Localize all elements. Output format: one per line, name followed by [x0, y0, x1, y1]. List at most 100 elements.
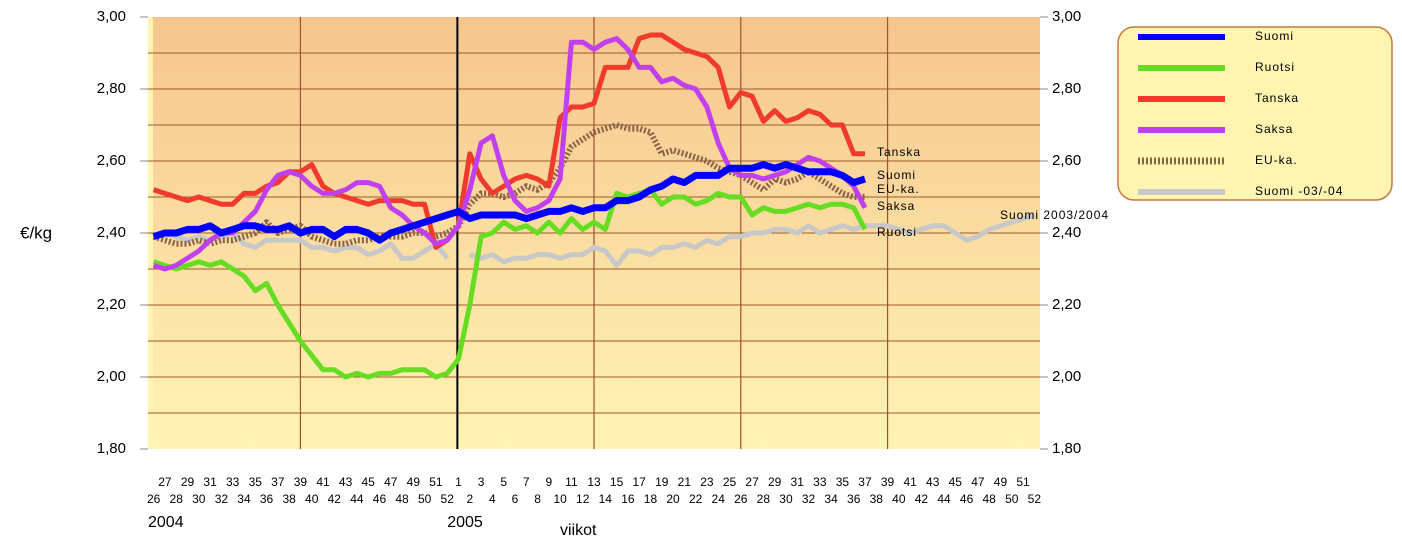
- y2-tick-label: 2,40: [1052, 224, 1081, 241]
- y2-tick-label: 3,00: [1052, 8, 1081, 25]
- x-tick-label: 46: [373, 492, 387, 506]
- x-tick-label: 36: [847, 492, 861, 506]
- year-label: 2004: [148, 514, 184, 531]
- x-tick-label: 48: [395, 492, 409, 506]
- x-tick-label: 25: [723, 475, 737, 489]
- x-tick-label: 17: [632, 475, 646, 489]
- x-tick-label: 50: [418, 492, 432, 506]
- x-tick-label: 28: [170, 492, 184, 506]
- x-tick-label: 37: [271, 475, 285, 489]
- x-tick-label: 2: [466, 492, 473, 506]
- series-line: [152, 212, 1036, 268]
- line-label: Ruotsi: [877, 225, 917, 239]
- x-tick-label: 24: [712, 492, 726, 506]
- x-tick-label: 47: [384, 475, 398, 489]
- legend-label: Tanska: [1255, 91, 1299, 105]
- y2-tick-label: 2,00: [1052, 368, 1081, 385]
- x-tick-label: 43: [926, 475, 940, 489]
- y2-tick-label: 2,20: [1052, 296, 1081, 313]
- y-tick-label: 2,80: [97, 80, 126, 97]
- x-tick-label: 36: [260, 492, 274, 506]
- x-tick-label: 5: [500, 475, 507, 489]
- y-tick-label: 2,00: [97, 368, 126, 385]
- x-tick-label: 45: [949, 475, 963, 489]
- x-tick-label: 41: [316, 475, 330, 489]
- x-tick-label: 40: [892, 492, 906, 506]
- x-tick-label: 48: [983, 492, 997, 506]
- line-label: Saksa: [877, 199, 915, 213]
- x-tick-label: 31: [203, 475, 217, 489]
- x-tick-label: 26: [734, 492, 748, 506]
- x-tick-label: 10: [553, 492, 567, 506]
- x-tick-label: 21: [678, 475, 692, 489]
- x-tick-label: 33: [226, 475, 240, 489]
- x-tick-label: 30: [192, 492, 206, 506]
- x-tick-label: 3: [478, 475, 485, 489]
- x-tick-label: 13: [587, 475, 601, 489]
- x-tick-label: 32: [215, 492, 229, 506]
- x-tick-label: 28: [757, 492, 771, 506]
- y-tick-label: 2,40: [97, 224, 126, 241]
- x-tick-label: 49: [994, 475, 1008, 489]
- x-tick-label: 39: [881, 475, 895, 489]
- x-tick-label: 34: [824, 492, 838, 506]
- legend-label: Ruotsi: [1255, 60, 1295, 74]
- y-tick-label: 2,60: [97, 152, 126, 169]
- x-tick-label: 7: [523, 475, 530, 489]
- x-tick-label: 32: [802, 492, 816, 506]
- legend-label: EU-ka.: [1255, 153, 1298, 167]
- x-tick-label: 30: [779, 492, 793, 506]
- x-tick-label: 18: [644, 492, 658, 506]
- x-tick-label: 49: [407, 475, 421, 489]
- y2-tick-label: 2,80: [1052, 80, 1081, 97]
- x-tick-label: 44: [350, 492, 364, 506]
- legend-label: Saksa: [1255, 122, 1293, 136]
- x-tick-label: 35: [836, 475, 850, 489]
- x-tick-label: 15: [610, 475, 624, 489]
- x-tick-label: 19: [655, 475, 669, 489]
- x-tick-label: 4: [489, 492, 496, 506]
- x-axis-label: viikot: [560, 522, 597, 539]
- legend-label: Suomi: [1255, 29, 1294, 43]
- x-tick-label: 42: [915, 492, 929, 506]
- x-tick-label: 44: [937, 492, 951, 506]
- x-tick-label: 40: [305, 492, 319, 506]
- line-label: Suomi: [877, 168, 916, 182]
- x-tick-label: 50: [1005, 492, 1019, 506]
- x-tick-label: 41: [903, 475, 917, 489]
- x-tick-label: 11: [565, 475, 578, 489]
- x-tick-label: 46: [960, 492, 974, 506]
- x-tick-label: 16: [621, 492, 635, 506]
- line-label: Tanska: [877, 145, 921, 159]
- x-tick-label: 51: [429, 475, 443, 489]
- x-tick-label: 52: [1028, 492, 1042, 506]
- x-tick-label: 43: [339, 475, 353, 489]
- x-tick-label: 35: [249, 475, 263, 489]
- x-tick-label: 34: [237, 492, 251, 506]
- series-line: [152, 187, 868, 380]
- x-tick-label: 22: [689, 492, 703, 506]
- legend-box: [1117, 26, 1393, 201]
- x-tick-label: 14: [599, 492, 613, 506]
- series-line: [152, 161, 867, 244]
- y2-tick-label: 1,80: [1052, 440, 1081, 457]
- x-tick-label: 12: [576, 492, 590, 506]
- x-tick-label: 42: [328, 492, 342, 506]
- x-tick-label: 26: [147, 492, 161, 506]
- x-tick-label: 6: [512, 492, 519, 506]
- line-label: EU-ka.: [877, 182, 920, 196]
- x-tick-label: 47: [971, 475, 985, 489]
- x-tick-label: 29: [768, 475, 782, 489]
- x-tick-label: 38: [282, 492, 296, 506]
- series-line: [152, 36, 868, 272]
- x-tick-label: 38: [870, 492, 884, 506]
- y-tick-label: 2,20: [97, 296, 126, 313]
- x-tick-label: 29: [181, 475, 195, 489]
- x-tick-label: 1: [455, 475, 462, 489]
- x-tick-label: 20: [666, 492, 680, 506]
- x-tick-label: 51: [1016, 475, 1030, 489]
- legend-label: Suomi -03/-04: [1255, 184, 1343, 198]
- x-tick-label: 45: [361, 475, 375, 489]
- x-tick-label: 27: [158, 475, 172, 489]
